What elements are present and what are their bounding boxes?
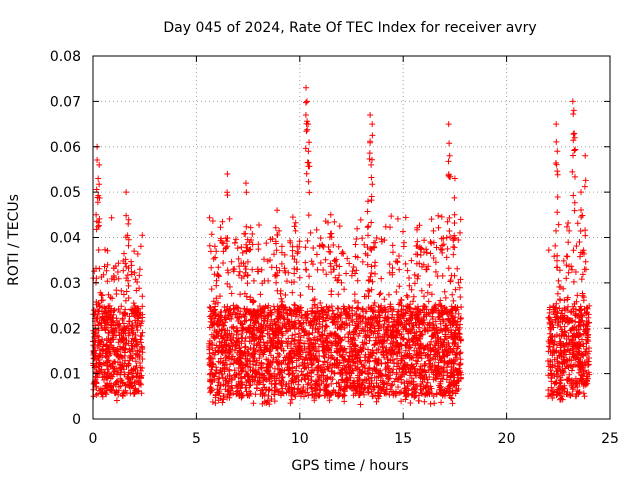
x-tick-label: 20 [498,431,516,447]
y-tick-label: 0.01 [50,367,81,383]
y-tick-labels: 0 0.01 0.02 0.03 0.04 0.05 0.06 0.07 0.08 [50,49,81,428]
grid-lines [93,56,610,419]
y-tick-label: 0.03 [50,276,81,292]
y-tick-label: 0.06 [50,140,81,156]
y-tick-label: 0.07 [50,94,81,110]
y-tick-label: 0.05 [50,185,81,201]
y-tick-label: 0.02 [50,321,81,337]
x-tick-label: 0 [89,431,98,447]
roti-markers [90,84,593,408]
x-tick-label: 10 [291,431,309,447]
chart-title: Day 045 of 2024, Rate Of TEC Index for r… [163,20,536,36]
x-tick-labels: 0 5 10 15 20 25 [89,431,619,447]
y-tick-label: 0 [72,412,81,428]
data-points [90,84,593,408]
x-axis-label: GPS time / hours [291,458,408,474]
x-tick-label: 25 [601,431,619,447]
y-axis-label: ROTI / TECUs [6,194,22,286]
x-tick-label: 15 [394,431,412,447]
x-tick-label: 5 [192,431,201,447]
y-tick-label: 0.08 [50,49,81,65]
y-tick-label: 0.04 [50,231,81,247]
axis-ticks [92,55,611,420]
